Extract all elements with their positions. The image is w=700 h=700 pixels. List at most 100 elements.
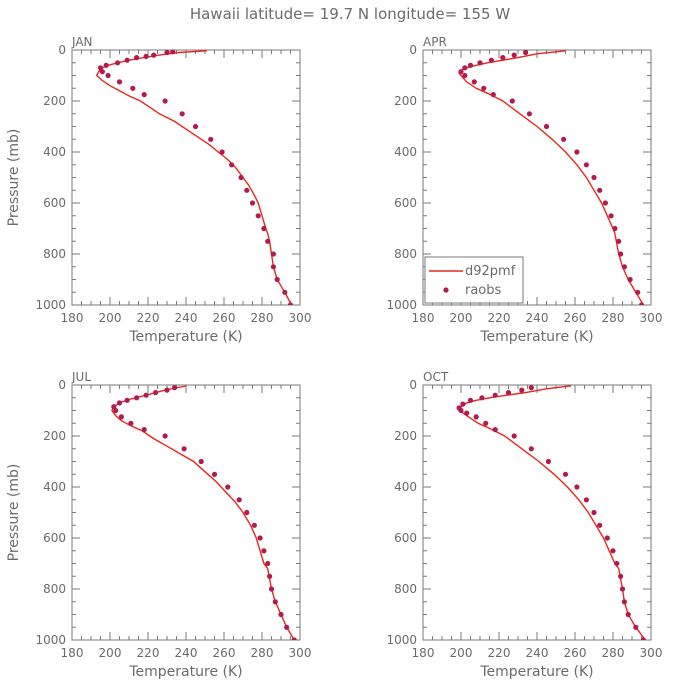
y-tick-label: 400 [43, 145, 66, 159]
data-point-raobs [153, 390, 159, 396]
data-point-raobs [509, 98, 515, 104]
data-point-raobs [105, 72, 111, 79]
data-point-raobs [116, 79, 123, 85]
data-point-raobs [458, 69, 464, 75]
series-line-d92pmf [111, 385, 295, 640]
data-point-raobs [291, 637, 297, 640]
data-point-raobs [488, 57, 494, 63]
data-point-raobs [267, 573, 273, 579]
data-point-raobs [124, 397, 130, 403]
x-axis-label: Temperature (K) [479, 329, 593, 345]
data-point-raobs [162, 433, 168, 439]
data-point-raobs [115, 60, 121, 66]
data-point-raobs [219, 149, 225, 155]
series-line-d92pmf [458, 50, 645, 305]
x-tick-label: 180 [61, 311, 84, 325]
data-point-raobs [265, 560, 271, 567]
data-point-raobs [238, 174, 244, 181]
x-tick-label: 260 [213, 646, 236, 660]
x-tick-label: 280 [251, 311, 274, 325]
series-line-d92pmf [95, 50, 293, 305]
data-point-raobs [638, 302, 645, 305]
x-tick-label: 280 [602, 646, 625, 660]
data-point-raobs [523, 50, 529, 56]
y-tick-label: 800 [394, 582, 417, 596]
data-point-raobs [492, 392, 498, 398]
legend-label-line: d92pmf [465, 264, 516, 279]
data-point-raobs [621, 599, 628, 605]
x-tick-label: 240 [526, 646, 549, 660]
data-point-raobs [141, 427, 147, 433]
data-point-raobs [211, 471, 218, 477]
data-point-raobs [270, 251, 276, 257]
x-tick-label: 240 [175, 646, 198, 660]
y-axis-label: Pressure (mb) [6, 464, 22, 562]
data-point-raobs [612, 225, 618, 232]
x-tick-label: 300 [289, 646, 312, 660]
x-tick-label: 220 [488, 646, 511, 660]
data-point-raobs [528, 385, 534, 391]
y-tick-label: 400 [43, 480, 66, 494]
x-axis-label: Temperature (K) [128, 329, 242, 345]
data-point-raobs [543, 123, 550, 130]
y-tick-label: 0 [58, 43, 66, 57]
data-point-raobs [128, 420, 134, 426]
data-point-raobs [111, 404, 117, 410]
y-tick-label: 0 [58, 378, 66, 392]
data-point-raobs [99, 69, 105, 75]
y-tick-label: 0 [409, 43, 417, 57]
y-tick-label: 1000 [386, 298, 417, 312]
plot-frame [422, 384, 652, 641]
data-point-raobs [608, 213, 614, 219]
y-tick-label: 600 [394, 531, 417, 545]
y-tick-label: 0 [409, 378, 417, 392]
data-point-raobs [97, 65, 104, 71]
data-point-raobs [477, 60, 483, 66]
x-tick-label: 280 [602, 311, 625, 325]
data-point-raobs [164, 50, 170, 56]
data-point-raobs [118, 414, 124, 420]
data-point-raobs [282, 289, 288, 295]
data-point-raobs [181, 446, 187, 452]
panel-jan: 180 200 220 240 260 280 300 0 200 400 600 800 1000 Te… [6, 35, 311, 345]
y-tick-label: 200 [394, 429, 417, 443]
data-point-raobs [244, 187, 250, 193]
data-point-raobs [473, 414, 479, 420]
data-point-raobs [574, 484, 580, 490]
data-point-raobs [610, 548, 616, 554]
data-point-raobs [255, 213, 261, 219]
data-point-raobs [467, 397, 474, 403]
data-point-raobs [479, 395, 485, 401]
data-point-raobs [621, 264, 628, 270]
data-point-raobs [602, 200, 609, 206]
y-tick-label: 800 [394, 247, 417, 261]
y-tick-label: 600 [43, 531, 66, 545]
y-tick-label: 1000 [35, 298, 66, 312]
data-point-raobs [284, 624, 290, 630]
y-tick-label: 1000 [35, 633, 66, 647]
data-point-raobs [261, 548, 267, 554]
data-point-raobs [604, 535, 610, 541]
data-point-raobs [618, 251, 624, 257]
x-tick-label: 300 [640, 646, 663, 660]
data-point-raobs [103, 62, 109, 68]
data-point-raobs [591, 174, 597, 181]
x-tick-label: 220 [137, 646, 160, 660]
data-point-raobs [268, 586, 275, 592]
x-tick-label: 280 [251, 646, 274, 660]
y-tick-label: 600 [394, 196, 417, 210]
data-point-raobs [511, 433, 517, 439]
y-tick-label: 400 [394, 145, 417, 159]
data-point-raobs [192, 123, 199, 130]
data-point-raobs [143, 53, 149, 60]
data-point-raobs [270, 264, 276, 270]
data-point-raobs [261, 225, 267, 232]
data-point-raobs [627, 276, 633, 283]
panel-jul: 180 200 220 240 260 280 300 0 200 400 600 800 1000 Te… [6, 370, 311, 680]
data-point-raobs [460, 401, 466, 407]
panel-oct: 180 200 220 240 260 280 300 0 200 400 600 800 1000 Te… [386, 370, 662, 680]
data-point-raobs [287, 302, 294, 305]
x-tick-label: 260 [213, 311, 236, 325]
data-point-raobs [272, 599, 278, 605]
